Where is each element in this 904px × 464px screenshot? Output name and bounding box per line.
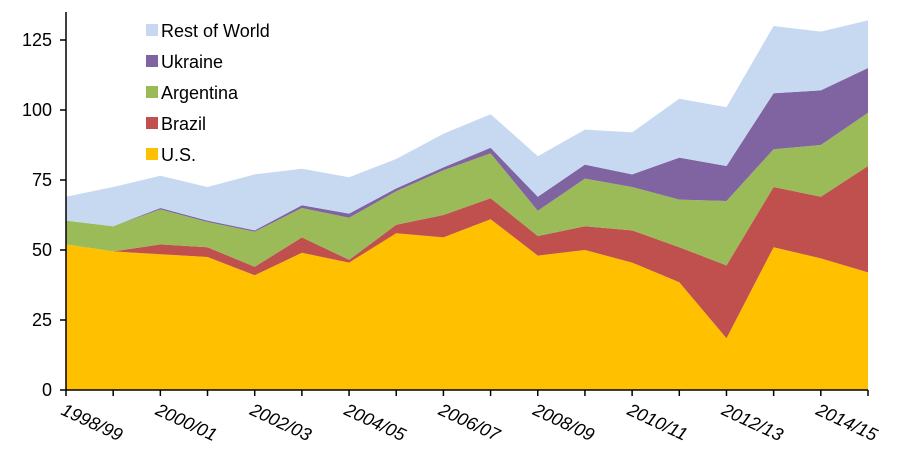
legend-swatch-rest-of-world xyxy=(146,24,158,36)
legend-swatch-u-s xyxy=(146,148,158,160)
series-area-u-s xyxy=(66,219,868,390)
x-tick-label: 2012/13 xyxy=(718,399,786,445)
series-area-ukraine xyxy=(66,68,868,232)
legend-label-rest-of-world: Rest of World xyxy=(161,21,270,41)
series-area-rest-of-world xyxy=(66,20,868,231)
legend-swatch-ukraine xyxy=(146,55,158,67)
y-tick-label: 75 xyxy=(32,170,52,190)
y-tick-label: 25 xyxy=(32,310,52,330)
axes xyxy=(65,12,868,391)
y-tick-label: 125 xyxy=(22,30,52,50)
legend-swatch-argentina xyxy=(146,86,158,98)
legend-label-argentina: Argentina xyxy=(161,83,239,103)
y-tick-label: 100 xyxy=(22,100,52,120)
y-tick-label: 50 xyxy=(32,240,52,260)
y-axis-ticks: 0 25 50 75 100 125 xyxy=(22,30,66,400)
legend-swatch-brazil xyxy=(146,117,158,129)
x-tick-label: 2000/01 xyxy=(152,399,220,445)
x-tick-label: 2008/09 xyxy=(529,399,597,445)
x-axis-ticks: 1998/99 2000/01 2002/03 2004/05 2006/07 2008/… xyxy=(58,390,881,446)
x-tick-label: 2004/05 xyxy=(340,399,409,445)
legend-label-u-s: U.S. xyxy=(161,145,196,165)
x-tick-label: 2014/15 xyxy=(812,399,881,445)
x-tick-label: 2002/03 xyxy=(246,399,314,445)
y-tick-label: 0 xyxy=(42,380,52,400)
legend-label-brazil: Brazil xyxy=(161,114,206,134)
legend: Rest of World Ukraine Argentina Brazil U.S. xyxy=(146,21,270,165)
series-area-argentina xyxy=(66,112,868,267)
plot-area xyxy=(66,20,868,390)
x-tick-label: 1998/99 xyxy=(58,399,125,445)
legend-label-ukraine: Ukraine xyxy=(161,52,223,72)
x-tick-label: 2006/07 xyxy=(435,399,504,445)
x-tick-label: 2010/11 xyxy=(624,399,691,444)
